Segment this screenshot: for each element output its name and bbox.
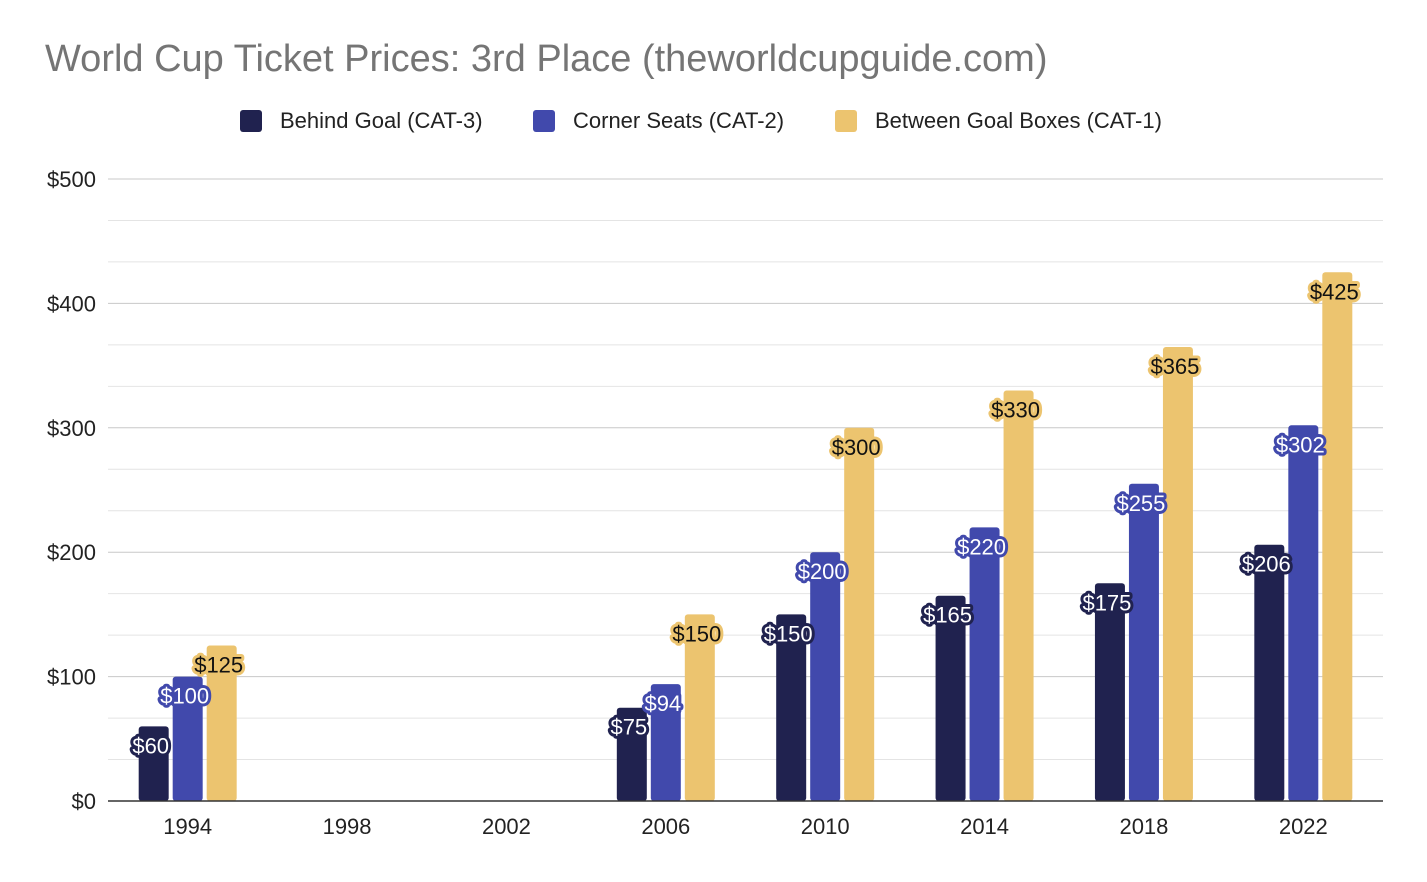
bar bbox=[969, 527, 1000, 801]
data-label: $75 bbox=[610, 715, 647, 740]
x-tick-label: 2002 bbox=[482, 814, 531, 839]
x-tick-label: 2022 bbox=[1279, 814, 1328, 839]
bar bbox=[616, 707, 647, 801]
data-label: $365 bbox=[1150, 354, 1199, 379]
x-tick-label: 1998 bbox=[323, 814, 372, 839]
data-label: $200 bbox=[798, 559, 847, 584]
bar bbox=[810, 552, 841, 801]
bar bbox=[1094, 583, 1125, 801]
y-tick-label: $500 bbox=[47, 167, 96, 192]
bar bbox=[1003, 390, 1034, 801]
bar bbox=[1322, 272, 1353, 801]
x-tick-label: 2018 bbox=[1119, 814, 1168, 839]
data-label: $330 bbox=[991, 397, 1040, 422]
chart-title: World Cup Ticket Prices: 3rd Place (thew… bbox=[45, 38, 1048, 80]
legend-label-between-goal-boxes: Between Goal Boxes (CAT-1) bbox=[875, 108, 1162, 133]
bar bbox=[935, 595, 966, 801]
y-tick-label: $400 bbox=[47, 291, 96, 316]
bar bbox=[1162, 346, 1193, 801]
legend-swatch-between-goal-boxes bbox=[835, 110, 857, 132]
data-label: $150 bbox=[764, 621, 813, 646]
bar bbox=[776, 614, 807, 801]
x-tick-label: 1994 bbox=[163, 814, 212, 839]
bar bbox=[684, 614, 715, 801]
data-label: $425 bbox=[1310, 279, 1359, 304]
legend-item-corner-seats: Corner Seats (CAT-2) bbox=[533, 108, 784, 134]
bar bbox=[1288, 425, 1319, 801]
y-tick-label: $300 bbox=[47, 416, 96, 441]
data-label: $302 bbox=[1276, 432, 1325, 457]
legend-swatch-corner-seats bbox=[533, 110, 555, 132]
data-label: $100 bbox=[160, 684, 209, 709]
data-label: $150 bbox=[672, 621, 721, 646]
data-label: $300 bbox=[832, 435, 881, 460]
y-tick-label: $100 bbox=[47, 665, 96, 690]
y-tick-label: $200 bbox=[47, 540, 96, 565]
x-tick-label: 2010 bbox=[801, 814, 850, 839]
data-label: $175 bbox=[1082, 590, 1131, 615]
x-tick-label: 2006 bbox=[641, 814, 690, 839]
data-label: $125 bbox=[194, 653, 243, 678]
bar bbox=[172, 676, 203, 801]
legend-item-behind-goal: Behind Goal (CAT-3) bbox=[240, 108, 483, 134]
data-label: $60 bbox=[132, 733, 169, 758]
legend: Behind Goal (CAT-3) Corner Seats (CAT-2)… bbox=[0, 108, 1427, 144]
bar bbox=[650, 684, 681, 801]
data-label: $165 bbox=[923, 603, 972, 628]
bar bbox=[138, 726, 169, 801]
bar bbox=[206, 645, 237, 801]
legend-label-behind-goal: Behind Goal (CAT-3) bbox=[280, 108, 483, 133]
data-label: $220 bbox=[957, 534, 1006, 559]
data-label: $255 bbox=[1116, 491, 1165, 516]
legend-swatch-behind-goal bbox=[240, 110, 262, 132]
data-label: $94 bbox=[644, 691, 681, 716]
x-tick-label: 2014 bbox=[960, 814, 1009, 839]
legend-label-corner-seats: Corner Seats (CAT-2) bbox=[573, 108, 785, 133]
bar bbox=[1128, 483, 1159, 801]
data-label: $206 bbox=[1242, 552, 1291, 577]
bar bbox=[1254, 544, 1285, 801]
y-tick-label: $0 bbox=[72, 789, 96, 814]
legend-item-between-goal-boxes: Between Goal Boxes (CAT-1) bbox=[835, 108, 1162, 134]
bar bbox=[844, 427, 875, 801]
